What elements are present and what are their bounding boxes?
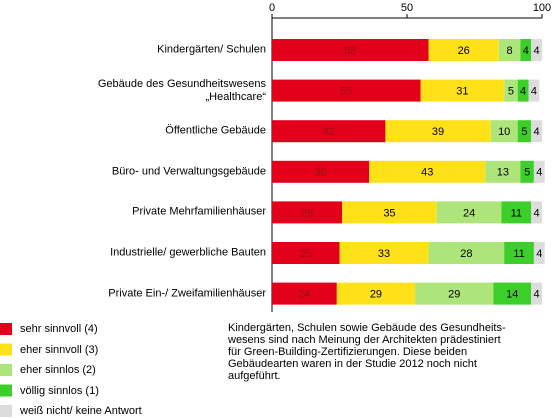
value-label: 29 bbox=[448, 289, 460, 301]
value-label: 42 bbox=[323, 126, 335, 138]
value-label: 24 bbox=[463, 207, 475, 219]
bar-segment bbox=[498, 39, 521, 61]
bar-segment bbox=[504, 242, 534, 264]
value-label: 4 bbox=[523, 45, 529, 57]
bar-segment bbox=[517, 120, 532, 143]
value-label: 4 bbox=[534, 207, 540, 219]
bar-segment bbox=[369, 160, 486, 183]
x-tick-label: 100 bbox=[533, 2, 551, 14]
value-label: 55 bbox=[340, 86, 352, 98]
bar-segment bbox=[436, 201, 502, 224]
bar-segment bbox=[517, 79, 529, 102]
bar-segment bbox=[528, 79, 540, 102]
legend-label: eher sinnlos (2) bbox=[20, 364, 96, 376]
value-label: 5 bbox=[521, 126, 527, 138]
bar-segment bbox=[533, 242, 545, 264]
value-label: 29 bbox=[370, 289, 382, 301]
category-label: Private Ein-/ Zweifamilienhäuser bbox=[108, 287, 266, 300]
bar-segment bbox=[531, 201, 542, 224]
bar-segment bbox=[485, 160, 521, 183]
legend-swatch bbox=[0, 323, 12, 335]
value-label: 39 bbox=[432, 126, 444, 138]
category-label: Gebäude des Gesundheitswesens „Healthcar… bbox=[97, 77, 266, 103]
value-label: 58 bbox=[344, 45, 356, 57]
value-label: 26 bbox=[458, 45, 470, 57]
bar-segment bbox=[490, 120, 518, 143]
value-label: 36 bbox=[314, 167, 326, 179]
legend-swatch bbox=[0, 343, 12, 356]
bar-segment bbox=[272, 160, 370, 183]
bar-segment bbox=[415, 282, 494, 305]
legend-swatch bbox=[0, 384, 12, 397]
value-label: 24 bbox=[298, 289, 310, 301]
category-label: Private Mehrfamilienhäuser bbox=[132, 205, 266, 218]
bar-segment bbox=[385, 120, 491, 143]
bar-segment bbox=[336, 282, 416, 305]
bar-segment bbox=[531, 120, 542, 143]
value-label: 13 bbox=[497, 167, 509, 179]
value-label: 33 bbox=[378, 248, 390, 260]
bar-segment bbox=[420, 79, 505, 102]
category-label: Industrielle/ gewerbliche Bauten bbox=[110, 246, 266, 259]
bar-segment bbox=[428, 39, 499, 61]
category-label: Büro- und Verwaltungsgebäude bbox=[111, 165, 266, 178]
bar-segment bbox=[272, 282, 337, 305]
value-label: 4 bbox=[520, 86, 526, 98]
bar-segment bbox=[272, 242, 340, 264]
value-label: 4 bbox=[536, 167, 542, 179]
value-label: 4 bbox=[536, 248, 542, 260]
legend-label: sehr sinnvoll (4) bbox=[20, 323, 98, 335]
bar-segment bbox=[493, 282, 532, 305]
bar-segment bbox=[428, 242, 505, 264]
value-label: 25 bbox=[300, 248, 312, 260]
category-label: Kindergärten/ Schulen bbox=[157, 43, 266, 56]
bar-segment bbox=[272, 120, 386, 143]
legend-label: eher sinnvoll (3) bbox=[20, 343, 99, 356]
x-tick-label: 0 bbox=[269, 2, 275, 14]
value-label: 11 bbox=[513, 248, 524, 260]
value-label: 4 bbox=[534, 45, 540, 57]
bar-segment bbox=[531, 282, 542, 305]
bar-segment bbox=[533, 160, 545, 183]
bar-segment bbox=[272, 201, 343, 224]
bar-segment bbox=[520, 160, 534, 183]
bar-segment bbox=[272, 39, 429, 61]
value-label: 35 bbox=[383, 207, 395, 219]
bar-segment bbox=[342, 201, 437, 224]
value-label: 28 bbox=[460, 248, 472, 260]
value-label: 11 bbox=[511, 207, 522, 219]
bar-segment bbox=[520, 39, 532, 61]
value-label: 4 bbox=[534, 126, 540, 138]
value-label: 31 bbox=[456, 86, 468, 98]
annotation: Kindergärten, Schulen sowie Gebäude des … bbox=[228, 322, 506, 382]
bar-segment bbox=[272, 79, 421, 102]
bar-segment bbox=[504, 79, 518, 102]
bar-segment bbox=[501, 201, 532, 224]
value-label: 4 bbox=[531, 86, 537, 98]
value-label: 14 bbox=[506, 289, 518, 301]
legend-swatch bbox=[0, 364, 12, 376]
value-label: 5 bbox=[524, 167, 530, 179]
value-label: 43 bbox=[421, 167, 433, 179]
value-label: 26 bbox=[301, 207, 313, 219]
value-label: 4 bbox=[534, 289, 540, 301]
bar-segment bbox=[339, 242, 429, 264]
value-label: 10 bbox=[498, 126, 510, 138]
legend-label: weiß nicht/ keine Antwort bbox=[20, 405, 142, 417]
legend-swatch bbox=[0, 405, 12, 417]
bar-segment bbox=[531, 39, 542, 61]
value-label: 5 bbox=[508, 86, 514, 98]
legend-label: völlig sinnlos (1) bbox=[20, 384, 99, 397]
value-label: 8 bbox=[507, 45, 513, 57]
category-label: Öffentliche Gebäude bbox=[165, 124, 266, 137]
x-tick-label: 50 bbox=[401, 2, 413, 14]
